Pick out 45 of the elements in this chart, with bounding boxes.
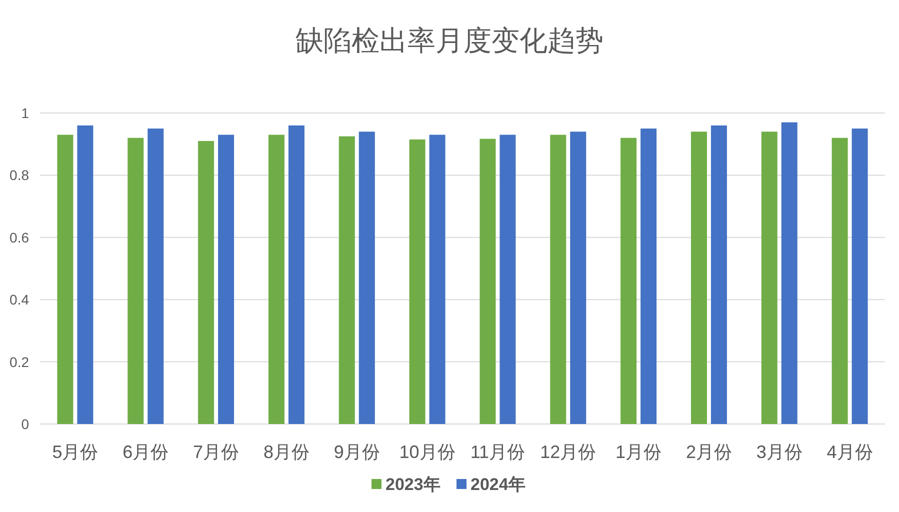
y-tick-label: 1 <box>21 105 30 121</box>
bar <box>832 138 848 424</box>
bar <box>338 136 355 424</box>
bar <box>761 132 778 424</box>
bar <box>570 132 586 424</box>
x-tick-label: 7月份 <box>193 442 240 462</box>
x-tick-label: 8月份 <box>263 442 310 462</box>
bar <box>409 139 426 424</box>
x-tick-label: 9月份 <box>334 442 380 462</box>
y-tick-label: 0.2 <box>10 354 30 370</box>
x-tick-label: 11月份 <box>470 442 526 462</box>
x-tick-label: 6月份 <box>122 442 169 462</box>
x-tick-label: 12月份 <box>540 442 596 462</box>
bar <box>690 132 707 424</box>
bar <box>500 134 516 424</box>
x-tick-label: 5月份 <box>52 442 98 462</box>
bar <box>550 134 566 424</box>
x-tick-label: 2月份 <box>686 442 732 462</box>
y-tick-label: 0.6 <box>10 229 30 246</box>
x-tick-label: 3月份 <box>756 442 802 462</box>
bar <box>77 125 94 424</box>
x-tick-label: 4月份 <box>826 442 873 462</box>
bar <box>57 134 74 424</box>
bar <box>358 132 375 424</box>
bar <box>710 125 727 424</box>
bar <box>781 122 798 424</box>
bar <box>852 128 868 424</box>
bar <box>288 125 304 424</box>
bar <box>128 138 144 424</box>
bar <box>429 134 446 424</box>
bar <box>480 138 496 424</box>
bar <box>218 134 234 424</box>
y-tick-label: 0 <box>21 416 30 432</box>
y-tick-label: 0.8 <box>10 167 30 184</box>
bar <box>620 138 637 424</box>
x-tick-label: 10月份 <box>399 442 456 462</box>
bar <box>640 128 657 424</box>
bar <box>148 128 164 424</box>
legend-label: 2024年 <box>470 475 526 494</box>
legend-label: 2023年 <box>386 475 440 494</box>
bar <box>268 134 284 424</box>
y-tick-label: 0.4 <box>10 292 30 308</box>
bar <box>198 140 214 424</box>
chart-title: 缺陷检出率月度变化趋势 <box>296 25 604 56</box>
x-tick-label: 1月份 <box>616 442 662 462</box>
